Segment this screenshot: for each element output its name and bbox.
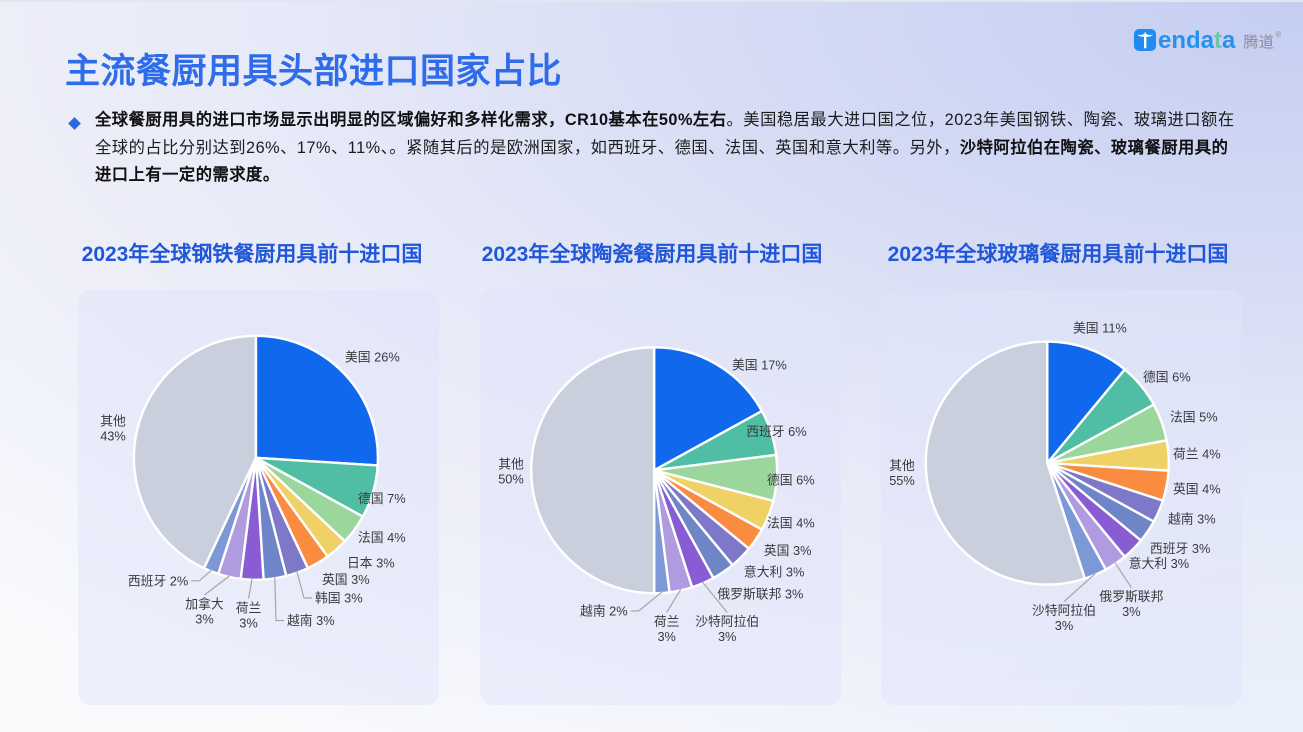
- pie-label-荷兰: 荷兰 4%: [1173, 447, 1221, 462]
- pie-chart-svg: 美国 11% 德国 6% 法国 5% 荷兰 4% 英国 4% 越南 3% 西班牙 3%意大利…: [889, 321, 1221, 634]
- pie-slice-美国: [652, 346, 764, 472]
- pie-chart-svg: 美国 17% 西班牙 6% 德国 6% 法国 4% 英国 3% 意大利 3% 俄罗斯联邦 3…: [498, 346, 815, 644]
- pie-label-英国: 英国 4%: [1173, 482, 1221, 497]
- label-leader-line-沙特阿拉伯: [702, 581, 728, 613]
- pie-label-沙特阿拉伯: 沙特阿拉伯 3%: [1032, 603, 1096, 633]
- bullet-diamond-icon: [68, 116, 81, 130]
- label-leader-line-加拿大: [204, 575, 230, 596]
- pie-label-意大利: 意大利 3%: [744, 565, 804, 580]
- pie-label-沙特阿拉伯: 沙特阿拉伯 3%: [695, 614, 759, 644]
- pie-label-其他: 其他 50%: [498, 457, 524, 487]
- pie-label-越南: 越南 3%: [1168, 512, 1216, 527]
- pie-slice-其他: [529, 346, 656, 595]
- chart-card-steel: 美国 26% 德国 7% 法国 4% 日本 3% 英国 3% 韩国 3% 越南 3% 荷兰 3%…: [78, 290, 439, 705]
- pie-label-西班牙: 西班牙 2%: [128, 573, 188, 588]
- pie-chart-svg: 美国 26% 德国 7% 法国 4% 日本 3%英国 3% 韩国 3% 越南 3% 荷兰 3%…: [100, 334, 406, 630]
- pie-label-德国: 德国 6%: [767, 473, 815, 488]
- page-title: 主流餐厨用具头部进口国家占比: [65, 52, 563, 91]
- pie-label-西班牙: 西班牙 3%: [1150, 541, 1210, 556]
- pie-slice-美国: [254, 334, 380, 467]
- label-leader-line-荷兰: [666, 589, 682, 613]
- window-top-edge: [0, 0, 1303, 2]
- tendata-t-icon: [1137, 31, 1153, 49]
- label-leader-line-越南: [630, 591, 663, 612]
- intro-block: 全球餐厨用具的进口市场显示出明显的区域偏好和多样化需求，CR10基本在50%左右…: [66, 107, 1241, 190]
- pie-label-日本: 日本 3%: [347, 556, 395, 571]
- pie-label-荷兰: 荷兰 3%: [236, 600, 262, 630]
- pie-label-加拿大: 加拿大 3%: [185, 597, 224, 627]
- pie-label-美国: 美国 26%: [345, 350, 400, 365]
- pie-label-美国: 美国 17%: [732, 358, 787, 373]
- pie-label-美国: 美国 11%: [1073, 321, 1127, 336]
- pie-label-越南: 越南 3%: [287, 613, 335, 628]
- pie-label-韩国: 韩国 3%: [315, 591, 363, 606]
- intro-paragraph: 全球餐厨用具的进口市场显示出明显的区域偏好和多样化需求，CR10基本在50%左右…: [95, 111, 1235, 184]
- pie-label-德国: 德国 7%: [358, 491, 406, 506]
- pie-label-其他: 其他 55%: [889, 458, 915, 488]
- tendata-logo-icon: [1134, 29, 1156, 51]
- pie-slice-其他: [132, 334, 258, 570]
- tendata-wordmark: endata: [1158, 27, 1236, 54]
- tendata-logo: endata 腾道 ®: [1134, 27, 1282, 54]
- pie-label-法国: 法国 4%: [767, 516, 815, 531]
- pie-label-法国: 法国 5%: [1170, 410, 1218, 425]
- pie-label-荷兰: 荷兰 3%: [654, 614, 680, 644]
- pie-label-其他: 其他 43%: [100, 414, 126, 444]
- pie-slice-其他: [924, 340, 1087, 586]
- pie-label-俄罗斯联邦: 俄罗斯联邦 3%: [717, 587, 803, 602]
- pie-label-意大利: 意大利 3%: [1129, 556, 1189, 571]
- label-leader-line-俄罗斯联邦: [1114, 562, 1132, 588]
- pie-label-俄罗斯联邦: 俄罗斯联邦 3%: [1099, 589, 1163, 619]
- chart-title-steel: 2023年全球钢铁餐厨用具前十进口国: [81, 242, 423, 266]
- chart-card-glass: 美国 11% 德国 6% 法国 5% 荷兰 4% 英国 4% 越南 3% 西班牙 3% 意大利…: [881, 290, 1242, 705]
- pie-label-英国: 英国 3%: [764, 543, 812, 558]
- pie-label-越南: 越南 2%: [580, 604, 628, 619]
- label-leader-line-荷兰: [247, 578, 253, 599]
- label-leader-line-西班牙: [191, 569, 212, 582]
- pie-label-德国: 德国 6%: [1143, 370, 1191, 385]
- pie-label-西班牙: 西班牙 6%: [746, 424, 806, 439]
- pie-label-法国: 法国 4%: [358, 530, 406, 545]
- label-leader-line-沙特阿拉伯: [1063, 573, 1096, 603]
- tendata-cn-name: 腾道: [1243, 34, 1275, 51]
- registered-trademark-icon: ®: [1275, 30, 1282, 39]
- pie-slice-美国: [1046, 340, 1126, 465]
- label-leader-line-越南: [274, 577, 284, 622]
- chart-title-ceramic: 2023年全球陶瓷餐厨用具前十进口国: [481, 242, 823, 266]
- label-leader-line-韩国: [296, 571, 312, 599]
- pie-label-英国: 英国 3%: [322, 572, 370, 587]
- chart-card-ceramic: 美国 17% 西班牙 6% 德国 6% 法国 4% 英国 3% 意大利 3% 俄罗斯联邦 3…: [480, 290, 841, 705]
- chart-title-glass: 2023年全球玻璃餐厨用具前十进口国: [887, 242, 1229, 266]
